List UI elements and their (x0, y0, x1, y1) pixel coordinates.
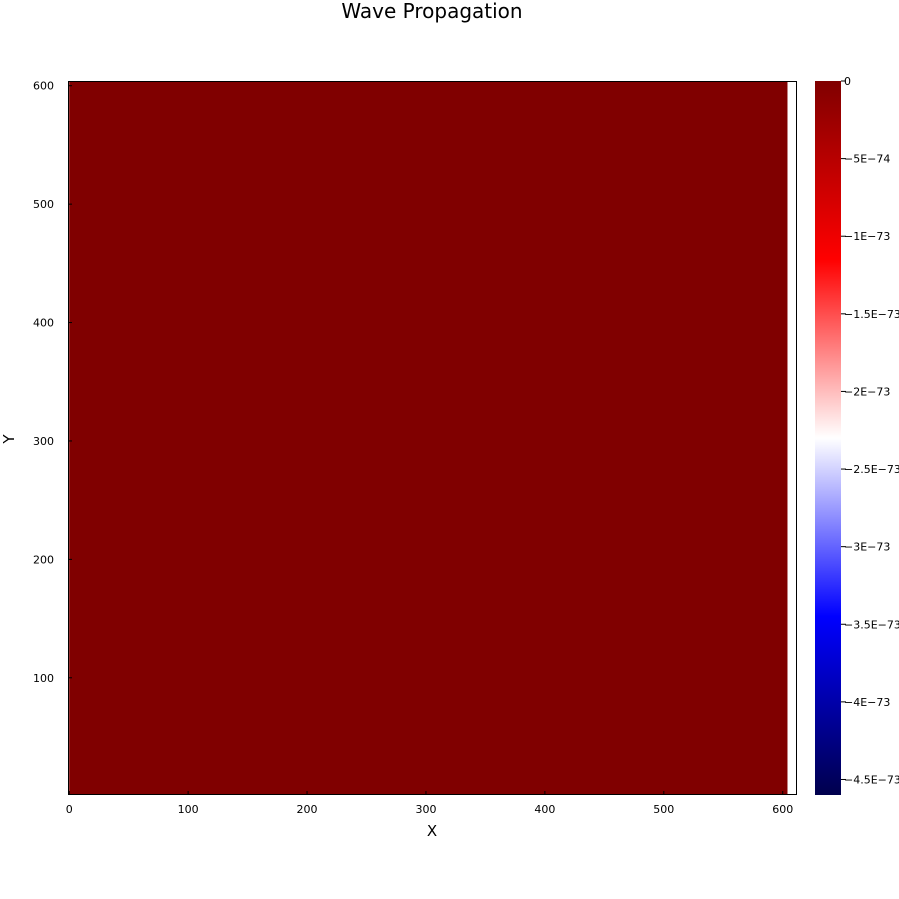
y-tick-label: 100 (33, 672, 54, 685)
x-axis-ticks: 0 100 200 300 400 500 600 (66, 791, 793, 816)
colorbar (815, 81, 841, 795)
colorbar-tick-label: −3E−73 (844, 541, 890, 554)
y-tick-label: 500 (33, 198, 54, 211)
colorbar-tick-label: −3.5E−73 (844, 618, 899, 631)
x-tick-label: 300 (415, 803, 436, 816)
chart-title: Wave Propagation (341, 0, 522, 23)
y-axis-label: Y (0, 434, 18, 445)
colorbar-tick-label: −1E−73 (844, 230, 890, 243)
y-tick-label: 600 (33, 80, 54, 93)
y-tick-label: 200 (33, 553, 54, 566)
plot-frame (68, 81, 797, 795)
x-tick-label: 600 (772, 803, 793, 816)
y-tick-label: 400 (33, 317, 54, 330)
colorbar-tick-label: 0 (844, 75, 851, 88)
x-tick-label: 100 (178, 803, 199, 816)
x-tick-label: 200 (297, 803, 318, 816)
x-tick-label: 500 (653, 803, 674, 816)
x-tick-label: 400 (534, 803, 555, 816)
colorbar-ticks: 0 −5E−74 −1E−73 −1.5E−73 −2E−73 −2.5E−73 −3E−7… (841, 75, 899, 786)
colorbar-tick-label: −2E−73 (844, 385, 890, 398)
heatmap-field (69, 81, 788, 795)
y-tick-label: 300 (33, 435, 54, 448)
colorbar-tick-label: −1.5E−73 (844, 308, 899, 321)
x-axis-label: X (427, 822, 437, 840)
colorbar-tick-label: −4E−73 (844, 696, 890, 709)
colorbar-tick-label: −2.5E−73 (844, 463, 899, 476)
y-axis-ticks: 100 200 300 400 500 600 (33, 80, 72, 685)
x-tick-label: 0 (66, 803, 73, 816)
colorbar-tick-label: −4.5E−73 (844, 773, 899, 786)
colorbar-tick-label: −5E−74 (844, 153, 890, 166)
